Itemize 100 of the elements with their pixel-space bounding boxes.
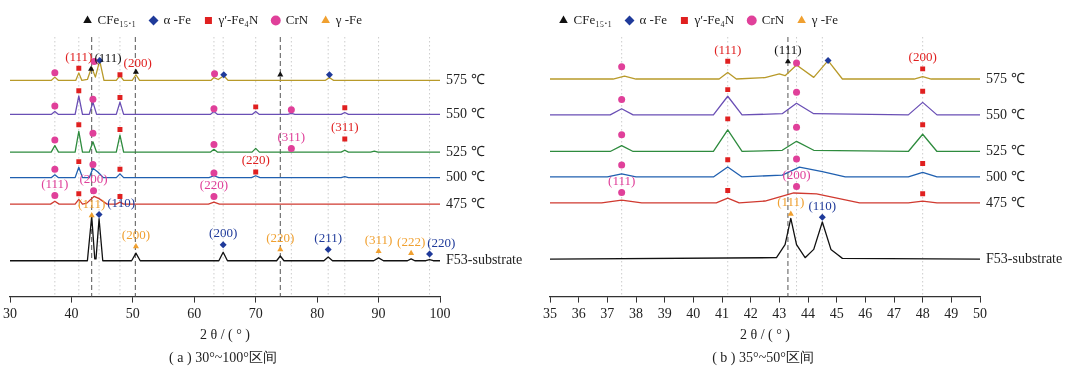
point — [618, 189, 626, 197]
x-tick-label: 36 — [571, 305, 586, 321]
point — [793, 59, 801, 67]
point — [219, 241, 227, 249]
point — [210, 169, 218, 177]
point — [253, 104, 259, 110]
point — [51, 192, 59, 200]
series-label: 575 ℃ — [986, 70, 1025, 86]
annotation: (111) — [94, 49, 122, 65]
point — [787, 210, 794, 216]
legend-label: CrN — [761, 11, 785, 27]
point — [725, 116, 731, 122]
annotation: (311) — [364, 231, 393, 247]
legend-label: γ -Fe — [810, 11, 839, 27]
series-label: 475 ℃ — [446, 195, 485, 211]
series-label: 525 ℃ — [986, 143, 1025, 159]
point — [342, 105, 348, 111]
point — [725, 87, 731, 93]
x-tick-label: 37 — [600, 305, 615, 321]
x-tick-label: 40 — [686, 305, 701, 321]
x-tick-label: 47 — [887, 305, 901, 321]
series-label: 550 ℃ — [446, 106, 485, 122]
point — [210, 105, 218, 113]
x-tick-label: 38 — [629, 305, 643, 321]
legend-label: CFe₁₅.₁ — [97, 11, 137, 27]
point — [117, 94, 123, 100]
series-label: 575 ℃ — [446, 72, 485, 88]
point — [117, 127, 123, 132]
legend-label: α -Fe — [163, 11, 192, 27]
x-tick-label: 80 — [310, 305, 325, 321]
point — [277, 71, 284, 77]
point — [210, 141, 218, 149]
legend-label: CrN — [285, 11, 309, 27]
point — [76, 159, 82, 165]
point — [90, 187, 98, 195]
point — [89, 129, 97, 137]
annotation: (220) — [241, 152, 270, 168]
point — [117, 72, 123, 78]
point — [211, 70, 219, 78]
point — [277, 245, 284, 252]
annotation: (111) — [608, 172, 636, 188]
point — [920, 66, 926, 72]
point — [824, 57, 832, 65]
x-tick-label: 90 — [371, 305, 386, 321]
point — [408, 249, 415, 255]
annotation: (200) — [123, 55, 152, 71]
x-axis-title: 2 θ / ( ° ) — [739, 327, 791, 344]
point — [325, 71, 333, 79]
x-tick-label: 39 — [657, 305, 672, 321]
annotation: (200) — [79, 171, 108, 187]
point — [220, 71, 228, 79]
x-tick-label: 45 — [829, 305, 844, 321]
annotation: (200) — [209, 225, 238, 241]
annotation: (211) — [314, 229, 343, 245]
point — [793, 123, 801, 131]
point — [920, 191, 926, 197]
x-tick-label: 43 — [772, 305, 787, 321]
point — [793, 182, 801, 190]
point — [51, 165, 59, 173]
point — [324, 245, 332, 253]
point — [76, 191, 82, 197]
point — [76, 65, 82, 71]
point — [725, 157, 731, 163]
series-label: 550 ℃ — [986, 106, 1025, 122]
point — [88, 211, 95, 218]
point — [88, 65, 95, 71]
point — [375, 247, 382, 254]
point — [618, 161, 626, 169]
annotation: (200) — [782, 166, 811, 182]
x-tick-label: 30 — [3, 305, 17, 321]
point — [426, 250, 434, 258]
point — [342, 136, 348, 142]
series-label: 475 ℃ — [986, 194, 1025, 210]
legend-label: γ′-Fe₄N — [217, 11, 259, 27]
x-tick-label: 50 — [973, 305, 987, 321]
series-label: 525 ℃ — [446, 143, 485, 159]
x-tick-label: 60 — [187, 305, 202, 321]
x-tick-label: 50 — [125, 305, 140, 321]
legend-label: γ -Fe — [334, 11, 363, 27]
point — [793, 155, 801, 163]
series-label: F53-substrate — [986, 250, 1063, 266]
legend-label: α -Fe — [639, 11, 668, 27]
annotation: (311) — [277, 128, 306, 144]
point — [818, 213, 826, 221]
legend-label: γ′-Fe₄N — [693, 11, 735, 27]
annotation: (311) — [330, 119, 359, 135]
point — [725, 58, 731, 64]
x-tick-label: 48 — [915, 305, 930, 321]
annotation: (111) — [714, 41, 742, 57]
point — [287, 106, 295, 114]
point — [725, 187, 731, 193]
point — [920, 161, 926, 166]
point — [618, 63, 626, 71]
annotation: (220) — [427, 234, 456, 250]
x-tick-label: 41 — [715, 305, 729, 321]
annotation: (110) — [808, 197, 837, 213]
x-axis-title: 2 θ / ( ° ) — [199, 327, 251, 344]
point — [76, 88, 82, 94]
point — [89, 95, 97, 103]
point — [117, 166, 123, 172]
